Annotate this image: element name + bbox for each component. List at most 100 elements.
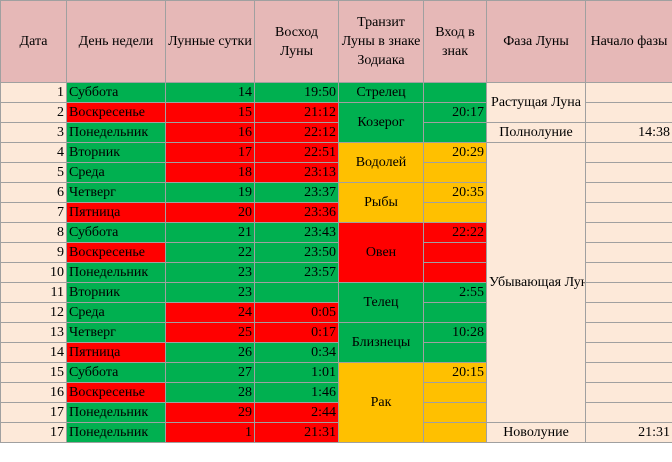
entry-cell[interactable]: [423, 122, 487, 143]
moonrise-cell[interactable]: 21:12: [254, 102, 339, 123]
phase-cell[interactable]: Полнолуние: [486, 122, 586, 143]
entry-cell[interactable]: 10:28: [423, 322, 487, 343]
transit-cell[interactable]: Рыбы: [338, 182, 424, 223]
phase-start-cell[interactable]: 21:31: [585, 422, 672, 443]
date-cell[interactable]: 8: [0, 222, 67, 243]
phase-start-cell[interactable]: [585, 82, 672, 103]
lunar-day-cell[interactable]: 24: [165, 302, 255, 323]
phase-start-cell[interactable]: [585, 322, 672, 343]
weekday-cell[interactable]: Суббота: [66, 222, 166, 243]
phase-cell[interactable]: Растущая Луна: [486, 82, 586, 123]
moonrise-cell[interactable]: 23:13: [254, 162, 339, 183]
transit-cell[interactable]: Рак: [338, 362, 424, 443]
phase-start-cell[interactable]: [585, 262, 672, 283]
date-cell[interactable]: 14: [0, 342, 67, 363]
weekday-cell[interactable]: Четверг: [66, 182, 166, 203]
header-phase[interactable]: Фаза Луны: [486, 0, 586, 83]
date-cell[interactable]: 10: [0, 262, 67, 283]
moonrise-cell[interactable]: 1:46: [254, 382, 339, 403]
weekday-cell[interactable]: Вторник: [66, 142, 166, 163]
moonrise-cell[interactable]: 23:36: [254, 202, 339, 223]
lunar-day-cell[interactable]: 15: [165, 102, 255, 123]
entry-cell[interactable]: [423, 402, 487, 423]
phase-start-cell[interactable]: 14:38: [585, 122, 672, 143]
moonrise-cell[interactable]: 23:57: [254, 262, 339, 283]
moonrise-cell[interactable]: 22:51: [254, 142, 339, 163]
lunar-day-cell[interactable]: 16: [165, 122, 255, 143]
weekday-cell[interactable]: Четверг: [66, 322, 166, 343]
entry-cell[interactable]: 20:15: [423, 362, 487, 383]
entry-cell[interactable]: [423, 342, 487, 363]
entry-cell[interactable]: [423, 162, 487, 183]
weekday-cell[interactable]: Понедельник: [66, 422, 166, 443]
lunar-day-cell[interactable]: 29: [165, 402, 255, 423]
phase-start-cell[interactable]: [585, 282, 672, 303]
phase-start-cell[interactable]: [585, 382, 672, 403]
entry-cell[interactable]: [423, 422, 487, 443]
phase-start-cell[interactable]: [585, 182, 672, 203]
weekday-cell[interactable]: Воскресенье: [66, 382, 166, 403]
lunar-day-cell[interactable]: 1: [165, 422, 255, 443]
date-cell[interactable]: 6: [0, 182, 67, 203]
header-transit[interactable]: Транзит Луны в знаке Зодиака: [338, 0, 424, 83]
transit-cell[interactable]: Козерог: [338, 102, 424, 143]
moonrise-cell[interactable]: 23:43: [254, 222, 339, 243]
weekday-cell[interactable]: Понедельник: [66, 402, 166, 423]
moonrise-cell[interactable]: 0:05: [254, 302, 339, 323]
weekday-cell[interactable]: Понедельник: [66, 122, 166, 143]
weekday-cell[interactable]: Пятница: [66, 342, 166, 363]
weekday-cell[interactable]: Воскресенье: [66, 102, 166, 123]
lunar-day-cell[interactable]: 28: [165, 382, 255, 403]
lunar-day-cell[interactable]: 23: [165, 262, 255, 283]
weekday-cell[interactable]: Воскресенье: [66, 242, 166, 263]
header-lunar-day[interactable]: Лунные сутки: [165, 0, 255, 83]
weekday-cell[interactable]: Понедельник: [66, 262, 166, 283]
phase-start-cell[interactable]: [585, 222, 672, 243]
lunar-day-cell[interactable]: 19: [165, 182, 255, 203]
lunar-day-cell[interactable]: 20: [165, 202, 255, 223]
lunar-day-cell[interactable]: 25: [165, 322, 255, 343]
lunar-day-cell[interactable]: 21: [165, 222, 255, 243]
moonrise-cell[interactable]: 0:17: [254, 322, 339, 343]
date-cell[interactable]: 12: [0, 302, 67, 323]
moonrise-cell[interactable]: 23:50: [254, 242, 339, 263]
moonrise-cell[interactable]: 0:34: [254, 342, 339, 363]
lunar-day-cell[interactable]: 26: [165, 342, 255, 363]
date-cell[interactable]: 9: [0, 242, 67, 263]
lunar-day-cell[interactable]: 23: [165, 282, 255, 303]
transit-cell[interactable]: Телец: [338, 282, 424, 323]
header-moonrise[interactable]: Восход Луны: [254, 0, 339, 83]
moonrise-cell[interactable]: 23:37: [254, 182, 339, 203]
date-cell[interactable]: 13: [0, 322, 67, 343]
weekday-cell[interactable]: Суббота: [66, 362, 166, 383]
phase-start-cell[interactable]: [585, 142, 672, 163]
lunar-day-cell[interactable]: 18: [165, 162, 255, 183]
date-cell[interactable]: 15: [0, 362, 67, 383]
entry-cell[interactable]: 20:29: [423, 142, 487, 163]
entry-cell[interactable]: 20:35: [423, 182, 487, 203]
header-entry[interactable]: Вход в знак: [423, 0, 487, 83]
weekday-cell[interactable]: Пятница: [66, 202, 166, 223]
entry-cell[interactable]: [423, 242, 487, 263]
moonrise-cell[interactable]: [254, 282, 339, 303]
header-weekday[interactable]: День недели: [66, 0, 166, 83]
phase-start-cell[interactable]: [585, 362, 672, 383]
weekday-cell[interactable]: Вторник: [66, 282, 166, 303]
lunar-day-cell[interactable]: 22: [165, 242, 255, 263]
weekday-cell[interactable]: Среда: [66, 302, 166, 323]
date-cell[interactable]: 7: [0, 202, 67, 223]
header-date[interactable]: Дата: [0, 0, 67, 83]
phase-start-cell[interactable]: [585, 402, 672, 423]
entry-cell[interactable]: 22:22: [423, 222, 487, 243]
date-cell[interactable]: 16: [0, 382, 67, 403]
date-cell[interactable]: 11: [0, 282, 67, 303]
date-cell[interactable]: 1: [0, 82, 67, 103]
date-cell[interactable]: 3: [0, 122, 67, 143]
entry-cell[interactable]: [423, 82, 487, 103]
transit-cell[interactable]: Водолей: [338, 142, 424, 183]
lunar-day-cell[interactable]: 17: [165, 142, 255, 163]
lunar-day-cell[interactable]: 27: [165, 362, 255, 383]
date-cell[interactable]: 4: [0, 142, 67, 163]
date-cell[interactable]: 2: [0, 102, 67, 123]
entry-cell[interactable]: [423, 302, 487, 323]
